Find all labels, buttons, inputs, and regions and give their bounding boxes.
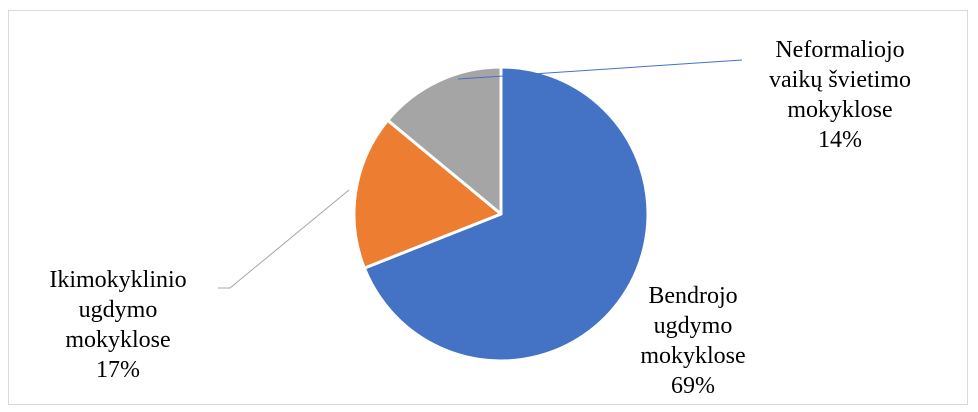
data-label-ikimokyklinio: Ikimokyklinio ugdymo mokyklose 17% — [49, 267, 187, 383]
data-label-neformaliojo: Neformaliojo vaikų švietimo mokyklose 14… — [769, 37, 911, 153]
leader-line-neformaliojo — [457, 59, 743, 80]
slice-neformaliojo — [386, 65, 503, 216]
slice-ikimokyklinio — [352, 118, 503, 270]
slice-bendrojo — [362, 65, 650, 363]
chart-frame — [8, 10, 968, 405]
data-label-bendrojo: Bendrojo ugdymo mokyklose 69% — [640, 283, 746, 399]
leader-line-ikimokyklinio — [218, 189, 350, 289]
